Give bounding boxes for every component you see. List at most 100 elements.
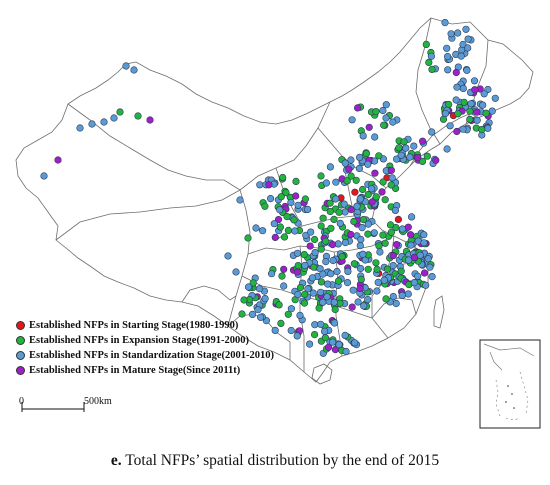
nfp-marker (444, 52, 452, 61)
nfp-marker (347, 172, 355, 180)
nfp-marker (350, 260, 359, 268)
legend-swatch-blue (16, 351, 25, 360)
nfp-marker (426, 263, 434, 271)
nfp-marker (326, 163, 335, 171)
nfp-marker (275, 301, 283, 309)
nfp-marker (364, 265, 372, 273)
nfp-marker (319, 270, 327, 278)
nfp-marker (387, 166, 396, 174)
nfp-marker (344, 267, 352, 276)
nfp-marker (466, 107, 474, 115)
nfp-marker (146, 116, 154, 124)
nfp-marker (427, 52, 436, 60)
nfp-marker (278, 272, 286, 280)
nfp-marker (293, 332, 301, 340)
nfp-marker (407, 241, 415, 249)
nfp-marker (224, 252, 232, 260)
scale-end-label: 500km (84, 396, 112, 407)
nfp-marker (354, 298, 362, 306)
nfp-marker (265, 181, 273, 189)
nfp-marker (420, 231, 428, 239)
nfp-marker (422, 40, 430, 49)
nfp-marker (379, 106, 387, 115)
nfp-marker (54, 156, 62, 164)
nfp-marker (408, 213, 416, 221)
nfp-marker (244, 283, 253, 291)
nfp-marker (335, 208, 343, 216)
nfp-marker (365, 123, 373, 131)
nfp-marker (351, 188, 359, 196)
nfp-marker (347, 230, 355, 239)
nfp-marker (330, 215, 338, 223)
nfp-marker (386, 221, 395, 229)
nfp-marker (331, 319, 339, 327)
nfp-marker (381, 196, 389, 204)
nfp-marker (319, 214, 327, 222)
scale-start-label: 0 (19, 396, 24, 407)
nfp-marker (284, 310, 292, 318)
nfp-marker (491, 94, 499, 102)
nfp-marker (348, 116, 356, 124)
nfp-marker (351, 339, 359, 347)
nfp-marker (271, 326, 279, 335)
nfp-marker (259, 227, 267, 235)
nfp-marker (470, 77, 479, 85)
nfp-marker (454, 29, 462, 37)
nfp-marker (317, 172, 325, 180)
nfp-marker (356, 195, 365, 203)
nfp-marker (444, 66, 452, 74)
province-boundaries (15, 17, 534, 385)
nfp-marker (341, 208, 349, 216)
nfp-marker (291, 227, 299, 235)
nfp-marker (453, 83, 461, 91)
nfp-marker (423, 152, 431, 160)
nfp-marker (356, 153, 364, 161)
nfp-marker (232, 268, 240, 276)
nfp-marker (410, 142, 418, 150)
nfp-marker (319, 298, 327, 306)
nfp-marker (304, 285, 312, 293)
nfp-marker (341, 331, 349, 340)
nfp-marker (311, 331, 319, 339)
nfp-marker (462, 25, 470, 33)
nfp-marker (387, 228, 396, 236)
nfp-marker (287, 305, 296, 313)
nfp-marker (404, 290, 412, 298)
nfp-marker (364, 230, 372, 238)
nfp-marker (326, 207, 334, 216)
nfp-marker (414, 154, 422, 162)
nfp-marker (296, 311, 304, 320)
nfp-marker (322, 237, 330, 245)
nfp-marker (379, 178, 387, 186)
nfp-marker (317, 278, 326, 286)
nfp-marker (284, 226, 293, 234)
nfp-marker (116, 108, 124, 116)
nfp-marker (248, 310, 257, 319)
nfp-marker (236, 196, 244, 204)
legend-swatch-red (16, 321, 25, 330)
nfp-marker (323, 293, 331, 301)
legend-swatch-green (16, 336, 25, 345)
boundary-line (181, 285, 237, 303)
nfp-marker (355, 164, 364, 172)
nfp-marker (327, 270, 335, 278)
nfp-marker (322, 258, 330, 266)
nfp-marker (459, 125, 467, 133)
nfp-marker (324, 343, 333, 351)
nfp-marker (389, 262, 397, 270)
nfp-marker (76, 124, 84, 132)
nfp-marker (277, 193, 285, 201)
nfp-marker (397, 151, 405, 159)
nfp-marker (364, 160, 372, 168)
nfp-marker (362, 149, 371, 158)
nfp-marker (453, 127, 461, 136)
figure-caption: e. Total NFPs’ spatial distribution by t… (0, 452, 550, 470)
nfp-marker (327, 224, 335, 232)
nfp-marker (467, 100, 475, 108)
nfp-marker (382, 295, 390, 303)
legend-label: Established NFPs in Expansion Stage(1991… (29, 335, 249, 346)
nfp-marker (294, 201, 302, 209)
nfp-marker (373, 265, 381, 274)
nfp-marker (441, 109, 450, 118)
